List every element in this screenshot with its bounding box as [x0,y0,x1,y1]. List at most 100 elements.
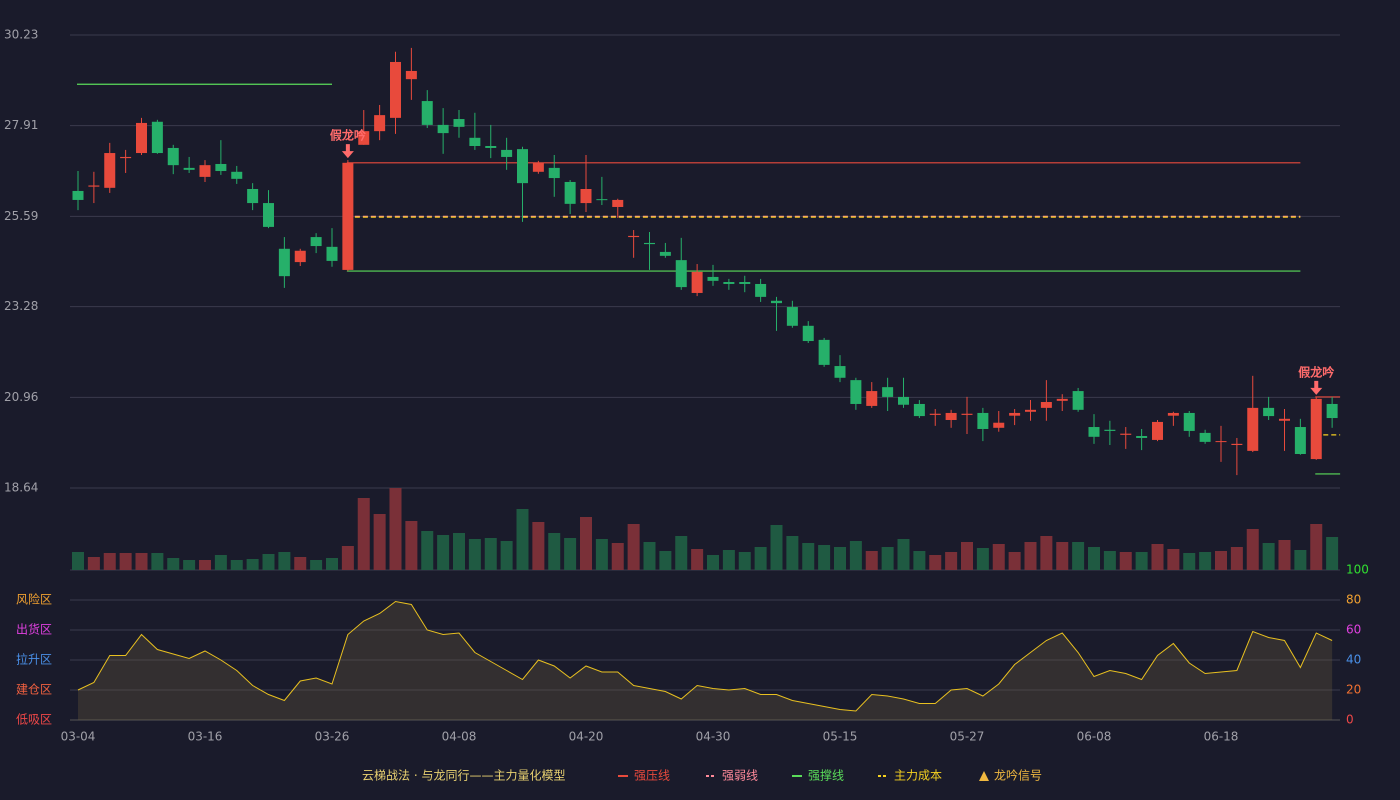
volume-bar [992,544,1005,570]
volume-bar [659,551,672,570]
volume-bar [1326,537,1339,570]
volume-bar [1294,550,1307,570]
candle-body [755,283,767,297]
candle-body [342,162,354,270]
candle-body [850,380,862,404]
x-tick-label: 06-18 [1204,730,1239,744]
volume-bar [881,547,894,570]
candle-body [1167,412,1179,416]
candle-body [326,246,338,261]
candle-body [993,422,1005,428]
signal-label: 假龙吟 [1298,364,1334,379]
candle-body [136,122,147,154]
candle-body [564,181,576,204]
volume-bar [976,548,989,570]
signal-label: 假龙吟 [330,128,366,143]
volume-bar [199,560,211,570]
volume-bar [1215,551,1227,570]
candle-body [120,156,132,159]
candle-body [580,188,592,204]
x-tick-label: 03-16 [188,730,223,744]
candle-body [1025,409,1036,412]
candle-body [532,162,544,172]
volume-bar [770,525,783,570]
candle-body [358,131,370,145]
volume-bar [103,553,116,570]
candle-body [278,248,290,277]
candle-body [151,121,163,154]
volume-bar [1262,543,1275,570]
candle-body [1104,429,1116,431]
candle-body [1231,443,1243,446]
legend-label: 主力成本 [894,769,942,783]
volume-bar [707,555,719,570]
legend-label: 龙吟信号 [994,768,1042,783]
volume-bar [1151,544,1164,570]
candle-body [1263,407,1275,417]
volume-bar [548,533,561,570]
x-tick-label: 05-27 [950,730,985,744]
signal-arrow [341,144,354,159]
legend-label: 强弱线 [722,769,758,783]
volume-bar [1167,549,1180,570]
candle-body [1152,421,1163,440]
volume-bar [278,552,291,570]
volume-bar [468,539,481,570]
y-tick-label: 20.96 [4,390,38,404]
volume-bar [167,558,180,570]
zone-label: 出货区 [16,622,52,637]
y2-tick-label: 100 [1346,563,1369,577]
volume-bar [802,543,815,570]
volume-bar [961,542,973,570]
legend-symbol [979,771,989,781]
x-tick-label: 03-04 [61,730,96,744]
volume-bar [1183,553,1196,570]
y2-tick-label: 60 [1346,623,1361,637]
volume-bar [484,538,497,570]
candle-body [1215,441,1227,443]
volume-bar [1278,540,1291,570]
volume-bar [246,559,259,570]
candle-body [263,203,274,227]
volume-bar [691,549,704,570]
volume-bar [500,541,513,570]
volume-bar [453,533,465,570]
x-tick-label: 05-15 [823,730,858,744]
x-tick-label: 04-08 [442,730,477,744]
volume-bar [437,535,450,570]
volume-bar [738,552,751,570]
oscillator-area [78,601,1333,720]
legend-label: 强撑线 [808,768,844,783]
volume-bar [1310,524,1323,570]
candle-body [834,366,846,378]
volume-bar [722,550,735,570]
x-tick-label: 03-26 [315,730,350,744]
volume-bar [754,547,767,570]
candle-body [1183,412,1195,431]
y-tick-label: 30.23 [4,28,38,42]
candle-body [707,276,719,281]
volume-bar [865,551,878,570]
candle-body [215,163,227,172]
candle-body [405,70,417,80]
volume-bar [627,524,640,570]
candle-body [72,190,84,200]
candle-body [374,115,386,132]
y2-tick-label: 40 [1346,653,1361,667]
candle-body [183,167,195,170]
candle-body [1326,403,1338,419]
zone-label: 低吸区 [16,713,52,727]
volume-bar [849,541,862,570]
candle-body [644,242,655,245]
candle-body [691,271,703,293]
volume-bar [1088,547,1100,570]
candle-body [882,387,894,397]
volume-bar [230,560,243,570]
candle-body [612,199,624,207]
candle-body [628,235,640,238]
candle-body [1056,398,1068,401]
candle-body [961,413,973,415]
volume-bar [87,557,100,570]
volume-bar [1230,547,1243,570]
volume-bar [1024,542,1037,570]
